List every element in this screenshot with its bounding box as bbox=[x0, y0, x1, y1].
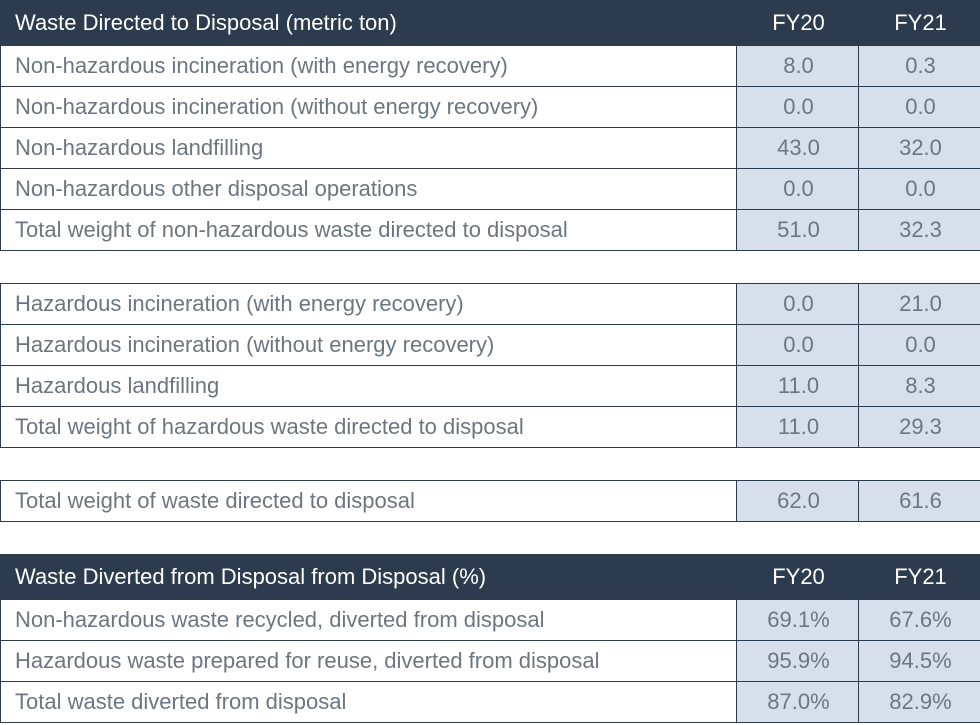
table-row: Total weight of non-hazardous waste dire… bbox=[1, 210, 980, 251]
row-label: Hazardous incineration (without energy r… bbox=[1, 325, 737, 366]
table-row: Hazardous incineration (with energy reco… bbox=[1, 284, 980, 325]
table-row: Non-hazardous waste recycled, diverted f… bbox=[1, 600, 980, 641]
table-row: Hazardous waste prepared for reuse, dive… bbox=[1, 641, 980, 682]
row-label: Total weight of non-hazardous waste dire… bbox=[1, 210, 737, 251]
row-value-fy20: 87.0% bbox=[737, 682, 859, 723]
table-row: Total weight of hazardous waste directed… bbox=[1, 407, 980, 448]
header-col-fy21: FY21 bbox=[859, 555, 980, 600]
table-row: Total weight of waste directed to dispos… bbox=[1, 481, 980, 522]
row-value-fy20: 0.0 bbox=[737, 169, 859, 210]
waste-disposal-table-1: Waste Directed to Disposal (metric ton) … bbox=[0, 0, 980, 251]
row-value-fy21: 32.3 bbox=[859, 210, 980, 251]
table-row: Hazardous landfilling 11.0 8.3 bbox=[1, 366, 980, 407]
waste-diverted-table: Waste Diverted from Disposal from Dispos… bbox=[0, 554, 980, 723]
header-title: Waste Directed to Disposal (metric ton) bbox=[1, 1, 737, 46]
row-value-fy20: 43.0 bbox=[737, 128, 859, 169]
header-col-fy21: FY21 bbox=[859, 1, 980, 46]
row-label: Non-hazardous landfilling bbox=[1, 128, 737, 169]
row-value-fy21: 82.9% bbox=[859, 682, 980, 723]
row-label: Non-hazardous other disposal operations bbox=[1, 169, 737, 210]
row-value-fy21: 0.3 bbox=[859, 46, 980, 87]
waste-disposal-table-2: Hazardous incineration (with energy reco… bbox=[0, 283, 980, 448]
row-value-fy20: 0.0 bbox=[737, 87, 859, 128]
row-value-fy20: 95.9% bbox=[737, 641, 859, 682]
table-row: Hazardous incineration (without energy r… bbox=[1, 325, 980, 366]
row-value-fy21: 0.0 bbox=[859, 325, 980, 366]
row-label: Non-hazardous incineration (with energy … bbox=[1, 46, 737, 87]
header-col-fy20: FY20 bbox=[737, 1, 859, 46]
table-row: Non-hazardous incineration (with energy … bbox=[1, 46, 980, 87]
header-col-fy20: FY20 bbox=[737, 555, 859, 600]
row-label: Total waste diverted from disposal bbox=[1, 682, 737, 723]
row-value-fy21: 32.0 bbox=[859, 128, 980, 169]
table-row: Non-hazardous incineration (without ener… bbox=[1, 87, 980, 128]
row-value-fy21: 0.0 bbox=[859, 169, 980, 210]
row-label: Total weight of hazardous waste directed… bbox=[1, 407, 737, 448]
row-value-fy20: 11.0 bbox=[737, 407, 859, 448]
header-title: Waste Diverted from Disposal from Dispos… bbox=[1, 555, 737, 600]
row-value-fy20: 11.0 bbox=[737, 366, 859, 407]
row-value-fy20: 51.0 bbox=[737, 210, 859, 251]
row-value-fy21: 94.5% bbox=[859, 641, 980, 682]
row-label: Non-hazardous incineration (without ener… bbox=[1, 87, 737, 128]
row-label: Hazardous landfilling bbox=[1, 366, 737, 407]
table-row: Total waste diverted from disposal 87.0%… bbox=[1, 682, 980, 723]
section-gap bbox=[0, 448, 980, 480]
row-value-fy20: 0.0 bbox=[737, 284, 859, 325]
row-value-fy20: 8.0 bbox=[737, 46, 859, 87]
waste-disposal-table-3: Total weight of waste directed to dispos… bbox=[0, 480, 980, 522]
row-label: Total weight of waste directed to dispos… bbox=[1, 481, 737, 522]
row-value-fy20: 0.0 bbox=[737, 325, 859, 366]
section-gap bbox=[0, 251, 980, 283]
row-value-fy21: 21.0 bbox=[859, 284, 980, 325]
row-value-fy21: 0.0 bbox=[859, 87, 980, 128]
section-gap bbox=[0, 522, 980, 554]
table-1-header: Waste Directed to Disposal (metric ton) … bbox=[1, 1, 980, 46]
row-value-fy20: 69.1% bbox=[737, 600, 859, 641]
table-row: Non-hazardous other disposal operations … bbox=[1, 169, 980, 210]
row-label: Hazardous waste prepared for reuse, dive… bbox=[1, 641, 737, 682]
row-value-fy21: 8.3 bbox=[859, 366, 980, 407]
row-label: Hazardous incineration (with energy reco… bbox=[1, 284, 737, 325]
row-value-fy21: 67.6% bbox=[859, 600, 980, 641]
table-row: Non-hazardous landfilling 43.0 32.0 bbox=[1, 128, 980, 169]
row-value-fy21: 61.6 bbox=[859, 481, 980, 522]
row-value-fy21: 29.3 bbox=[859, 407, 980, 448]
row-value-fy20: 62.0 bbox=[737, 481, 859, 522]
table-4-header: Waste Diverted from Disposal from Dispos… bbox=[1, 555, 980, 600]
row-label: Non-hazardous waste recycled, diverted f… bbox=[1, 600, 737, 641]
